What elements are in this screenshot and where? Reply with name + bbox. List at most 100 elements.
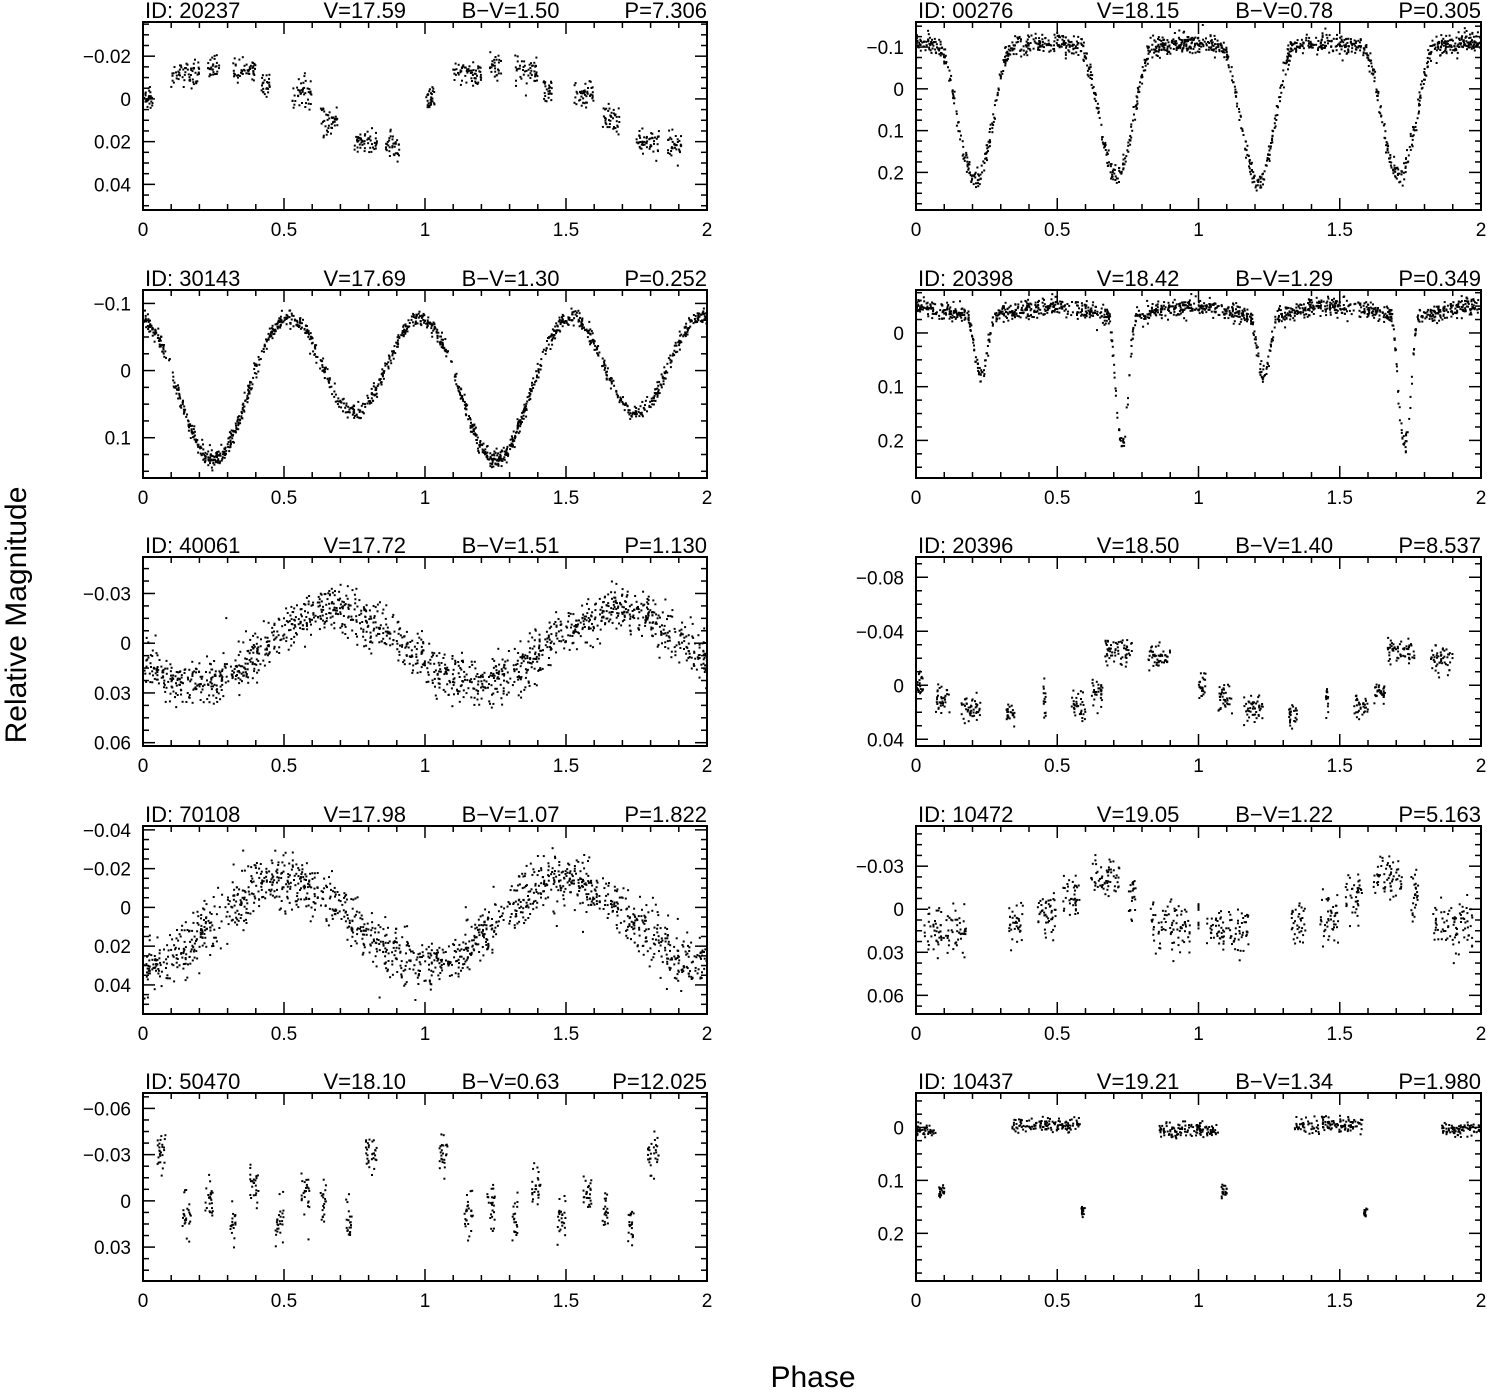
data-point [1435, 35, 1438, 38]
data-point [604, 119, 607, 122]
data-point [1395, 365, 1398, 368]
data-point [564, 320, 567, 322]
data-point [1190, 47, 1192, 50]
data-point [1237, 305, 1240, 308]
data-point [1455, 36, 1458, 39]
data-point [1308, 314, 1311, 317]
data-point [1028, 35, 1031, 38]
data-point [618, 399, 621, 402]
data-point [1010, 311, 1013, 314]
data-point [525, 82, 528, 85]
data-point [1222, 48, 1225, 51]
data-point [1295, 49, 1298, 52]
data-point [917, 44, 920, 47]
data-point [994, 99, 997, 102]
data-point [1213, 56, 1216, 59]
data-point [645, 137, 648, 140]
data-point [1246, 313, 1249, 316]
data-point [1188, 300, 1191, 303]
data-point [195, 438, 197, 441]
data-point [430, 92, 432, 95]
data-point [1027, 44, 1030, 47]
data-point [686, 330, 689, 333]
data-point [1026, 42, 1029, 44]
data-point [578, 325, 581, 328]
data-point [974, 360, 977, 363]
data-point [1423, 68, 1426, 70]
data-point [497, 452, 500, 455]
data-point [147, 326, 150, 329]
data-point [655, 137, 658, 140]
data-point [274, 330, 277, 333]
data-point [252, 65, 255, 68]
data-point [323, 119, 326, 122]
data-point [1103, 143, 1106, 146]
data-point [1302, 42, 1305, 45]
data-point [307, 331, 310, 334]
data-point [412, 314, 415, 316]
data-point [284, 316, 287, 319]
data-point [1351, 47, 1354, 50]
data-point [1375, 88, 1378, 91]
data-point [1147, 52, 1150, 55]
data-point [251, 66, 254, 69]
data-point [191, 70, 194, 73]
data-point [297, 89, 300, 91]
data-point [182, 399, 184, 402]
data-point [542, 348, 545, 351]
data-point [1210, 39, 1213, 42]
data-point [1392, 328, 1395, 331]
data-point [517, 67, 520, 70]
data-point [989, 123, 992, 126]
data-point [926, 305, 929, 308]
data-point [289, 327, 292, 330]
data-point [162, 345, 165, 348]
data-point [1148, 317, 1151, 319]
data-point [1205, 44, 1208, 47]
data-point [1060, 300, 1063, 303]
data-point [295, 319, 298, 322]
data-point [1374, 70, 1377, 73]
data-point [1382, 316, 1385, 319]
data-point [1231, 79, 1233, 82]
data-point [1032, 38, 1035, 41]
data-point [472, 432, 475, 435]
data-point [1256, 179, 1259, 182]
data-point [929, 49, 932, 52]
data-point [1157, 300, 1160, 303]
data-point [463, 401, 466, 403]
data-point [412, 315, 415, 318]
data-point [1214, 302, 1217, 305]
data-point [1268, 149, 1271, 152]
data-point [1058, 311, 1061, 314]
data-point [1409, 132, 1412, 135]
data-point [927, 40, 930, 43]
data-point [301, 88, 304, 91]
data-point [1050, 298, 1053, 301]
data-point [550, 82, 553, 84]
data-point [252, 376, 255, 379]
data-point [1173, 308, 1175, 311]
data-point [1189, 303, 1192, 306]
data-point [214, 65, 217, 68]
data-point [698, 315, 701, 318]
data-point [1101, 136, 1104, 138]
data-point [1194, 42, 1196, 45]
data-point [1053, 40, 1056, 43]
data-point [479, 76, 482, 79]
data-point [550, 87, 553, 90]
data-point [639, 405, 642, 408]
data-point [230, 434, 233, 437]
data-point [1266, 363, 1269, 366]
data-point [1446, 304, 1449, 307]
data-point [515, 79, 517, 82]
data-point [651, 132, 654, 135]
data-point [1241, 309, 1244, 312]
data-point [251, 383, 254, 386]
data-point [276, 322, 279, 325]
data-point [966, 156, 969, 159]
data-point [602, 115, 605, 118]
data-point [1182, 31, 1185, 34]
data-point [1443, 42, 1446, 44]
data-point [1265, 367, 1268, 370]
